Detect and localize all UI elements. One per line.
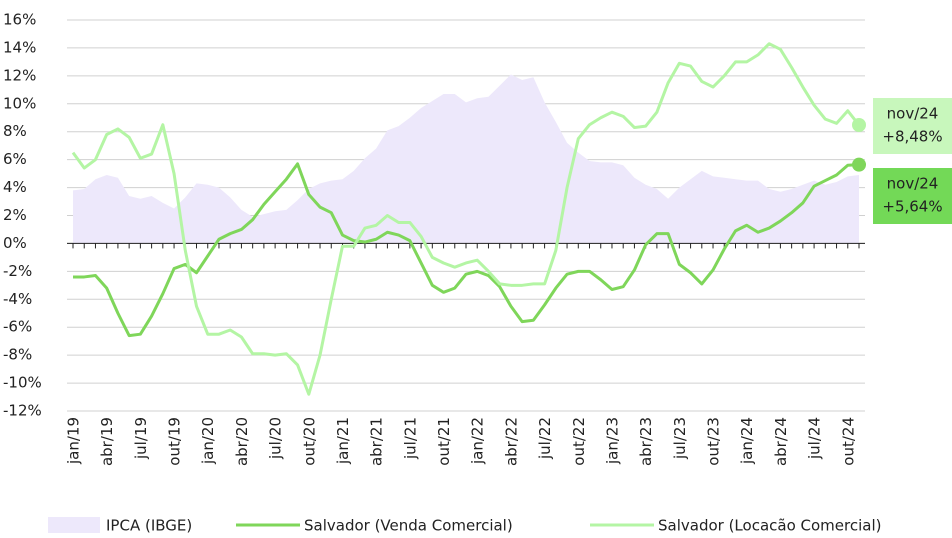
x-tick-label: jan/23 [603,417,621,465]
end-label-period: nov/24 [887,175,939,193]
line [73,162,860,338]
x-tick-label: jan/20 [199,417,217,465]
end-label-period: nov/24 [887,105,939,123]
x-tick-label: out/22 [570,417,588,466]
end-label-value: +5,64% [882,198,942,216]
y-tick-label: 14% [3,38,36,56]
y-tick-label: 10% [3,94,36,112]
x-tick-label: abr/21 [368,417,386,466]
x-tick-label: jan/22 [469,417,487,465]
x-tick-label: jul/21 [401,417,419,460]
x-tick-label: out/19 [166,417,184,466]
end-label-value: +8,48% [882,128,942,146]
area [73,74,859,244]
x-tick-label: jul/19 [132,417,150,460]
x-tick-label: jul/24 [806,417,824,460]
x-tick-label: out/23 [705,417,723,466]
x-tick-label: abr/23 [637,417,655,466]
y-tick-label: 6% [3,150,27,168]
y-tick-label: -6% [3,318,32,336]
y-tick-label: 12% [3,66,36,84]
legend-label: Salvador (Venda Comercial) [304,517,513,535]
end-label-box [873,98,952,154]
legend-label: Salvador (Locacão Comercial) [658,517,881,535]
y-tick-label: 4% [3,178,27,196]
end-label-box [873,168,952,224]
y-tick-label: 0% [3,234,27,252]
x-tick-label: out/21 [435,417,453,466]
legend-swatch [48,517,100,533]
legend-label: IPCA (IBGE) [106,517,192,535]
x-tick-label: out/24 [839,417,857,466]
x-tick-label: jan/19 [65,417,83,465]
y-tick-label: 8% [3,122,27,140]
y-tick-label: 2% [3,206,27,224]
x-tick-label: abr/24 [772,417,790,466]
x-tick-label: jul/23 [671,417,689,460]
x-tick-label: jan/21 [334,417,352,465]
x-tick-label: jan/24 [738,417,756,465]
x-tick-label: abr/22 [502,417,520,466]
x-tick-label: jul/20 [267,417,285,460]
y-tick-label: -8% [3,346,32,364]
x-tick-label: jul/22 [536,417,554,460]
y-tick-label: -2% [3,262,32,280]
y-tick-label: -10% [3,374,42,392]
end-marker [852,157,866,172]
end-marker [852,118,866,133]
line [71,42,861,396]
y-tick-label: 16% [3,11,36,29]
y-tick-label: -12% [3,402,42,420]
y-tick-label: -4% [3,290,32,308]
x-tick-label: out/20 [300,417,318,466]
x-tick-label: abr/19 [98,417,116,466]
x-tick-label: abr/20 [233,417,251,466]
